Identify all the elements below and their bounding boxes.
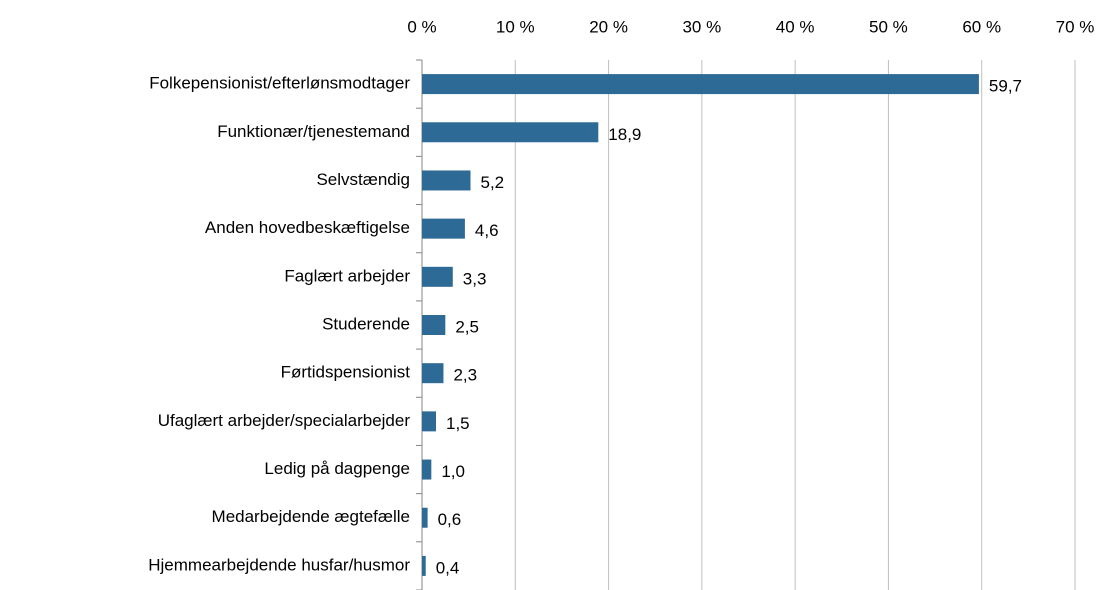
y-tick-label: Hjemmearbejdende husfar/husmor (148, 555, 410, 574)
data-label: 2,3 (453, 366, 477, 385)
y-tick-label: Selvstændig (316, 170, 410, 189)
y-tick-label: Studerende (322, 314, 410, 333)
y-tick-label: Faglært arbejder (284, 266, 410, 285)
data-label: 5,2 (481, 173, 505, 192)
y-tick-label: Folkepensionist/efterlønsmodtager (149, 74, 410, 93)
x-tick-label: 20 % (589, 17, 628, 36)
x-tick-label: 40 % (776, 17, 815, 36)
y-tick-label: Ledig på dagpenge (264, 459, 410, 478)
data-label: 1,5 (446, 414, 470, 433)
bar (422, 411, 436, 432)
bar (422, 266, 453, 287)
y-tick-label: Anden hovedbeskæftigelse (205, 218, 410, 237)
bar (422, 555, 426, 576)
x-tick-label: 70 % (1056, 17, 1095, 36)
data-label: 2,5 (455, 317, 479, 336)
bar (422, 74, 979, 95)
bar (422, 363, 444, 384)
x-tick-label: 10 % (496, 17, 535, 36)
data-label: 59,7 (989, 77, 1022, 96)
data-label: 1,0 (441, 462, 465, 481)
y-tick-label: Funktionær/tjenestemand (217, 122, 410, 141)
bar (422, 459, 432, 480)
data-label: 3,3 (463, 269, 487, 288)
data-label: 0,6 (438, 510, 462, 529)
data-label: 0,4 (436, 558, 460, 577)
bar (422, 315, 446, 335)
y-tick-label: Førtidspensionist (281, 363, 411, 382)
bar (422, 507, 428, 528)
bar (422, 122, 599, 143)
data-label: 18,9 (608, 125, 641, 144)
x-tick-label: 0 % (407, 17, 436, 36)
y-tick-label: Ufaglært arbejder/specialarbejder (158, 411, 411, 430)
data-label: 4,6 (475, 221, 499, 240)
x-tick-label: 60 % (962, 17, 1001, 36)
x-tick-label: 30 % (682, 17, 721, 36)
bar (422, 170, 471, 191)
x-tick-label: 50 % (869, 17, 908, 36)
bar (422, 218, 465, 239)
y-tick-label: Medarbejdende ægtefælle (212, 507, 410, 526)
